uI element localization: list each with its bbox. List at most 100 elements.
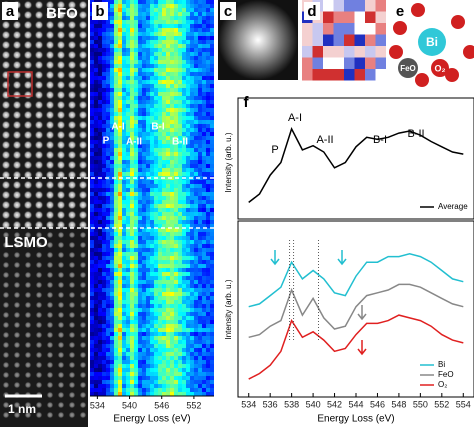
heatmap-cell — [202, 52, 206, 56]
heatmap-cell — [94, 348, 98, 352]
heatmap-cell — [106, 328, 110, 332]
atom-column — [34, 40, 44, 50]
heatmap-cell — [198, 156, 202, 160]
heatmap-cell — [178, 132, 182, 136]
heatmap-cell — [190, 276, 194, 280]
atom-column — [23, 140, 33, 150]
heatmap-cell — [130, 304, 134, 308]
heatmap-cell — [106, 216, 110, 220]
heatmap-cell — [170, 64, 174, 68]
heatmap-cell — [134, 316, 138, 320]
heatmap-cell — [162, 272, 166, 276]
heatmap-cell — [122, 120, 126, 124]
heatmap-cell — [102, 240, 106, 244]
heatmap-cell — [202, 4, 206, 8]
heatmap-cell — [138, 264, 142, 268]
heatmap-cell — [206, 332, 210, 336]
heatmap-cell — [190, 68, 194, 72]
map-cell — [323, 46, 334, 58]
atom-column — [78, 210, 88, 220]
heatmap-cell — [146, 32, 150, 36]
heatmap-cell — [158, 336, 162, 340]
heatmap-cell — [174, 360, 178, 364]
atom-column — [56, 10, 66, 20]
heatmap-cell — [122, 300, 126, 304]
heatmap-cell — [198, 36, 202, 40]
heatmap-cell — [110, 108, 114, 112]
heatmap-cell — [146, 272, 150, 276]
heatmap-cell — [110, 128, 114, 132]
heatmap-cell — [166, 252, 170, 256]
heatmap-cell — [182, 212, 186, 216]
heatmap-cell — [98, 108, 102, 112]
heatmap-cell — [126, 240, 130, 244]
atom-column — [78, 20, 88, 30]
heatmap-cell — [186, 152, 190, 156]
heatmap-cell — [126, 160, 130, 164]
heatmap-cell — [194, 132, 198, 136]
atom-column — [56, 200, 66, 210]
heatmap-cell — [102, 264, 106, 268]
map-cell — [323, 69, 334, 81]
heatmap-cell — [178, 332, 182, 336]
atom-column — [56, 120, 66, 130]
heatmap-cell — [106, 136, 110, 140]
heatmap-cell — [146, 124, 150, 128]
heatmap-cell — [178, 292, 182, 296]
heatmap-cell — [122, 276, 126, 280]
heatmap-cell — [198, 72, 202, 76]
heatmap-cell — [110, 112, 114, 116]
heatmap-cell — [138, 292, 142, 296]
heatmap-cell — [122, 340, 126, 344]
heatmap-cell — [138, 72, 142, 76]
heatmap-cell — [174, 272, 178, 276]
heatmap-cell — [206, 384, 210, 388]
heatmap-cell — [102, 332, 106, 336]
heatmap-cell — [154, 84, 158, 88]
heatmap-cell — [122, 92, 126, 96]
heatmap-cell — [146, 236, 150, 240]
heatmap-cell — [134, 60, 138, 64]
atom-column — [67, 30, 77, 40]
heatmap-cell — [194, 180, 198, 184]
heatmap-cell — [198, 240, 202, 244]
heatmap-cell — [182, 72, 186, 76]
heatmap-cell — [174, 328, 178, 332]
heatmap-cell — [210, 108, 214, 112]
heatmap-cell — [110, 72, 114, 76]
heatmap-cell — [138, 136, 142, 140]
heatmap-cell — [146, 64, 150, 68]
heatmap-cell — [90, 312, 94, 316]
heatmap-cell — [118, 8, 122, 12]
heatmap-cell — [114, 208, 118, 212]
heatmap-cell — [198, 272, 202, 276]
heatmap-cell — [182, 228, 186, 232]
heatmap-cell — [202, 188, 206, 192]
heatmap-cell — [142, 28, 146, 32]
heatmap-cell — [122, 364, 126, 368]
heatmap-cell — [206, 240, 210, 244]
heatmap-cell — [202, 200, 206, 204]
heatmap-cell — [202, 320, 206, 324]
heatmap-cell — [130, 48, 134, 52]
atom-column — [24, 291, 32, 299]
heatmap-cell — [198, 140, 202, 144]
heatmap-cell — [146, 344, 150, 348]
heatmap-cell — [90, 68, 94, 72]
heatmap-cell — [142, 60, 146, 64]
atom-column — [45, 10, 55, 20]
heatmap-cell — [182, 100, 186, 104]
heatmap-cell — [198, 120, 202, 124]
heatmap-cell — [94, 192, 98, 196]
heatmap-cell — [142, 364, 146, 368]
heatmap-cell — [130, 336, 134, 340]
heatmap-cell — [182, 284, 186, 288]
heatmap-cell — [114, 52, 118, 56]
heatmap-cell — [166, 372, 170, 376]
heatmap-cell — [130, 104, 134, 108]
heatmap-cell — [90, 120, 94, 124]
x-tick-label: 550 — [413, 399, 428, 409]
heatmap-cell — [154, 312, 158, 316]
atom-column — [46, 391, 54, 399]
heatmap-cell — [206, 148, 210, 152]
